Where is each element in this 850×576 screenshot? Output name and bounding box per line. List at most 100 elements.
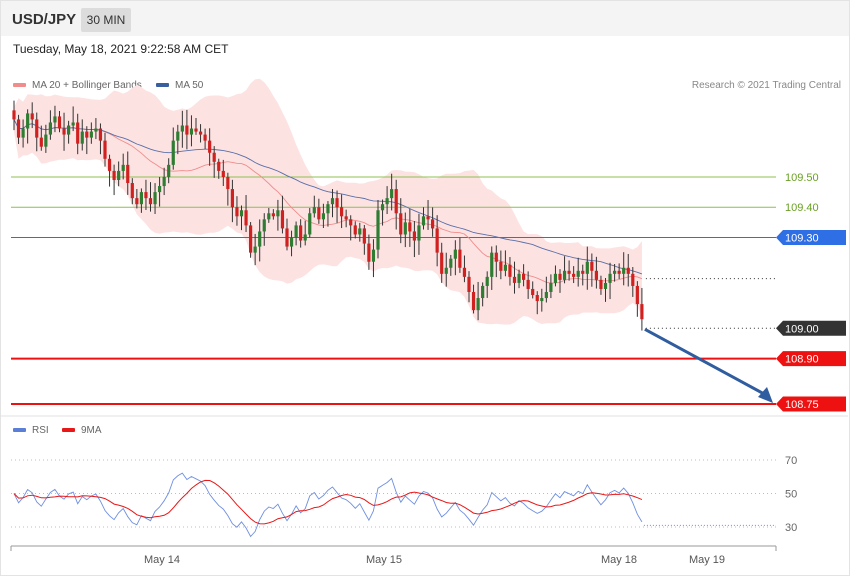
candle-body (594, 270, 598, 280)
legend-ma50: MA 50 (156, 80, 203, 91)
candle-body (590, 261, 594, 271)
candle-body (176, 131, 180, 141)
candle-body (12, 110, 16, 120)
candle-body (67, 125, 71, 135)
candle-body (485, 276, 489, 286)
timeframe-button[interactable]: 30 MIN (81, 8, 131, 32)
candle-body (135, 198, 139, 205)
candle-body (98, 128, 103, 141)
rsi-level-label-50: 50 (785, 489, 797, 501)
rsi-9ma-line (13, 479, 643, 525)
candle-body (253, 246, 257, 253)
candle-body (326, 204, 330, 214)
candle-body (244, 210, 248, 226)
candle-body (303, 234, 307, 241)
level-label-109.00: 109.00 (785, 323, 819, 335)
candle-body (517, 273, 521, 283)
candle-body (540, 298, 544, 302)
ma50-swatch-icon (156, 83, 169, 88)
rsi-line (13, 472, 643, 538)
candle-body (449, 258, 453, 268)
candle-body (126, 164, 130, 184)
candle-body (417, 225, 421, 241)
candle-body (262, 219, 266, 232)
candle-body (635, 285, 639, 305)
candle-body (567, 270, 571, 274)
candle-body (48, 122, 52, 135)
candle-body (230, 189, 234, 208)
candle-body (62, 128, 66, 135)
candle-body (553, 273, 558, 283)
ma50-line (13, 119, 643, 275)
9ma-swatch-icon (62, 428, 75, 433)
candle-body (344, 216, 348, 220)
candle-body (76, 122, 80, 144)
candle-body (371, 249, 376, 262)
candle-body (212, 152, 216, 162)
chart-datetime: Tuesday, May 18, 2021 9:22:58 AM CET (13, 42, 229, 56)
candle-body (631, 273, 635, 286)
candle-body (94, 128, 98, 132)
candle-body (576, 270, 580, 277)
candle-body (481, 285, 485, 299)
candle-body (622, 267, 626, 274)
candle-body (444, 267, 448, 274)
legend-rsi: RSI (13, 425, 49, 436)
candle-body (35, 119, 39, 138)
candle-body (408, 222, 412, 232)
candle-body (299, 225, 303, 241)
candle-body (158, 186, 162, 193)
candle-body (271, 213, 275, 217)
level-tag-108.90 (776, 351, 846, 367)
candle-body (640, 304, 644, 320)
candle-body (358, 228, 362, 235)
candle-body (185, 125, 189, 135)
candle-body (531, 288, 535, 296)
candle-body (362, 228, 366, 244)
candle-body (394, 189, 398, 214)
candle-body (280, 210, 285, 229)
x-tick-label: May 14 (144, 554, 180, 566)
candle-body (267, 213, 271, 220)
candle-body (376, 210, 380, 250)
candle-body (330, 198, 335, 205)
candle-body (148, 198, 153, 205)
candle-body (221, 170, 225, 177)
candle-body (208, 140, 212, 153)
candle-body (217, 161, 221, 171)
candle-body (171, 140, 175, 165)
candle-body (476, 298, 480, 311)
candle-body (235, 207, 239, 217)
candle-body (458, 249, 462, 268)
candle-body (603, 282, 608, 289)
legend-ma20: MA 20 + Bollinger Bands (13, 80, 142, 91)
candle-body (167, 164, 171, 177)
level-tag-109.30 (776, 230, 846, 245)
candle-body (289, 237, 294, 247)
trend-arrow-icon (758, 386, 773, 403)
candle-body (535, 295, 539, 302)
candle-body (321, 213, 325, 220)
candle-body (276, 210, 280, 217)
candle-body (431, 219, 435, 229)
candle-body (80, 131, 84, 144)
candle-body (189, 128, 194, 135)
candle-body (44, 134, 48, 147)
candle-body (162, 176, 166, 187)
candle-body (403, 222, 407, 235)
candle-body (317, 207, 321, 220)
candle-body (107, 158, 112, 171)
candle-body (526, 279, 530, 289)
rsi-level-label-30: 30 (785, 522, 797, 534)
trend-arrow-line (644, 327, 767, 397)
candle-body (349, 219, 353, 226)
legend-ma20-label: MA 20 + Bollinger Bands (32, 80, 142, 91)
candle-body (617, 270, 621, 274)
candle-body (508, 264, 512, 277)
candle-body (426, 216, 430, 220)
rsi-level-label-70: 70 (785, 455, 797, 467)
candle-body (198, 131, 203, 135)
level-tag-109.00 (776, 320, 846, 336)
candle-body (367, 243, 371, 262)
